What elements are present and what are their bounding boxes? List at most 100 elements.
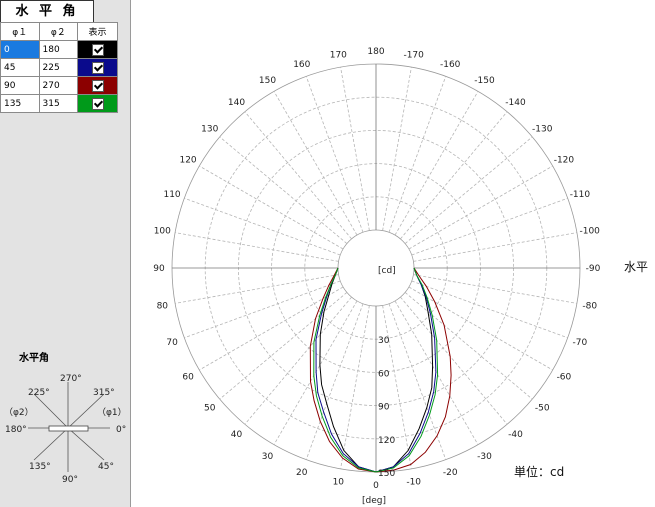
angle-tick-label: -120 <box>554 156 575 166</box>
table-row[interactable]: 135 315 <box>0 94 118 113</box>
grid-spoke <box>244 296 352 425</box>
display-checkbox[interactable] <box>91 43 104 56</box>
grid-spoke <box>244 111 352 240</box>
angle-tick-label: 80 <box>157 302 169 312</box>
angle-tick-label: -60 <box>557 373 572 383</box>
legend-label-phi2: （φ2） <box>4 407 34 418</box>
grid-spoke <box>400 296 508 425</box>
grid-spoke <box>199 286 344 371</box>
angle-unit-label: [deg] <box>362 496 386 506</box>
legend-label-0: 0° <box>116 425 126 435</box>
unit-label: 単位：cd <box>514 464 564 479</box>
radial-tick-label: 90 <box>378 403 390 413</box>
grid-spoke <box>273 300 358 445</box>
angle-tick-label: 160 <box>293 60 310 70</box>
legend-axis-315 <box>67 393 105 429</box>
legend-title: 水平角 <box>19 353 49 364</box>
angle-tick-label: -10 <box>406 478 421 488</box>
grid-spoke <box>305 76 364 233</box>
radial-tick-label: 120 <box>378 436 395 446</box>
grid-ring <box>337 229 415 307</box>
series-layer <box>309 267 452 473</box>
angle-tick-label: 170 <box>330 50 347 60</box>
angle-tick-label: 100 <box>154 226 171 236</box>
angle-tick-label: -130 <box>532 125 553 135</box>
grid-spoke <box>413 232 577 262</box>
row-display-cell <box>77 40 118 59</box>
row-phi1-cell[interactable]: 0 <box>0 40 40 59</box>
grid-spoke <box>219 292 348 400</box>
angle-tick-label: -40 <box>508 430 523 440</box>
grid-spoke <box>219 136 348 244</box>
angle-tick-label: -160 <box>440 60 461 70</box>
row-phi2-cell[interactable]: 315 <box>38 94 79 113</box>
legend-label-270: 270° <box>60 374 82 384</box>
grid-spoke <box>340 67 370 231</box>
angle-tick-label: -50 <box>535 403 550 413</box>
row-phi2-cell[interactable]: 180 <box>38 40 79 59</box>
grid-spoke <box>404 292 533 400</box>
angle-tick-label: 140 <box>228 98 245 108</box>
display-checkbox[interactable] <box>91 61 104 74</box>
angle-tick-label: 40 <box>231 430 243 440</box>
grid-spoke <box>408 286 553 371</box>
radial-unit-label: [cd] <box>378 266 396 276</box>
table-row[interactable]: 0 180 <box>0 40 118 59</box>
radial-tick-label: 30 <box>378 336 390 346</box>
row-phi1-cell[interactable]: 135 <box>0 94 40 113</box>
angle-tick-label: 50 <box>204 403 216 413</box>
legend-axis-225 <box>33 393 69 429</box>
header-phi2: φ２ <box>38 22 79 41</box>
header-display: 表示 <box>77 22 118 41</box>
legend-axis-45 <box>67 427 105 461</box>
polar-grid <box>171 63 581 473</box>
angle-tick-label: 10 <box>333 478 345 488</box>
row-phi2-cell[interactable]: 270 <box>38 76 79 95</box>
series-color-swatch <box>78 95 117 112</box>
angle-tick-label: 0 <box>373 481 379 491</box>
angle-tick-label: 180 <box>367 47 384 57</box>
table-row[interactable]: 90 270 <box>0 76 118 95</box>
angle-legend-diagram: 270° 225° 315° （φ2） （φ1） 180° 0° 135° 45… <box>4 374 127 485</box>
legend-axis-135 <box>33 427 69 461</box>
angle-tick-label: -90 <box>586 264 601 274</box>
angle-tick-label: -20 <box>443 468 458 478</box>
radial-labels: 30 60 90 120 150 <box>378 336 395 479</box>
angle-tick-label: 90 <box>153 264 165 274</box>
table-header-row: φ１ φ２ 表示 <box>0 22 118 41</box>
side-label: 水平 <box>624 260 648 274</box>
row-display-cell <box>77 94 118 113</box>
angle-tick-label: -30 <box>477 452 492 462</box>
legend-label-phi1: （φ1） <box>97 407 127 418</box>
header-phi1: φ１ <box>0 22 40 41</box>
row-phi1-cell[interactable]: 90 <box>0 76 40 95</box>
row-phi1-cell[interactable]: 45 <box>0 58 40 77</box>
series-color-swatch <box>78 77 117 94</box>
series-line-3 <box>313 267 439 473</box>
row-phi2-cell[interactable]: 225 <box>38 58 79 77</box>
grid-spoke <box>184 280 341 339</box>
series-line-2 <box>309 267 452 473</box>
tab-horizontal-angle[interactable]: 水 平 角 <box>0 0 94 22</box>
table-row[interactable]: 45 225 <box>0 58 118 77</box>
angle-tick-label: 110 <box>163 190 180 200</box>
series-color-swatch <box>78 41 117 58</box>
angle-tick-label: -100 <box>579 226 600 236</box>
luminaire-icon <box>48 425 89 432</box>
grid-spoke <box>199 165 344 250</box>
angle-table: φ１ φ２ 表示 0 180 45 225 90 270 135 315 <box>0 22 118 113</box>
legend-label-135: 135° <box>29 462 51 472</box>
display-checkbox[interactable] <box>91 79 104 92</box>
angle-tick-label: 30 <box>262 452 274 462</box>
legend-label-315: 315° <box>93 388 115 398</box>
radial-tick-label: 150 <box>378 469 395 479</box>
table-body: 0 180 45 225 90 270 135 315 <box>0 40 118 113</box>
grid-spoke <box>184 197 341 256</box>
series-color-swatch <box>78 59 117 76</box>
angle-tick-label: -170 <box>403 50 424 60</box>
display-checkbox[interactable] <box>91 97 104 110</box>
angle-labels: 180 -170-160-150-140-130-120-110-100-90-8… <box>153 47 600 491</box>
angle-tick-label: 20 <box>296 468 308 478</box>
angle-tick-label: 70 <box>166 338 178 348</box>
grid-spoke <box>400 111 508 240</box>
